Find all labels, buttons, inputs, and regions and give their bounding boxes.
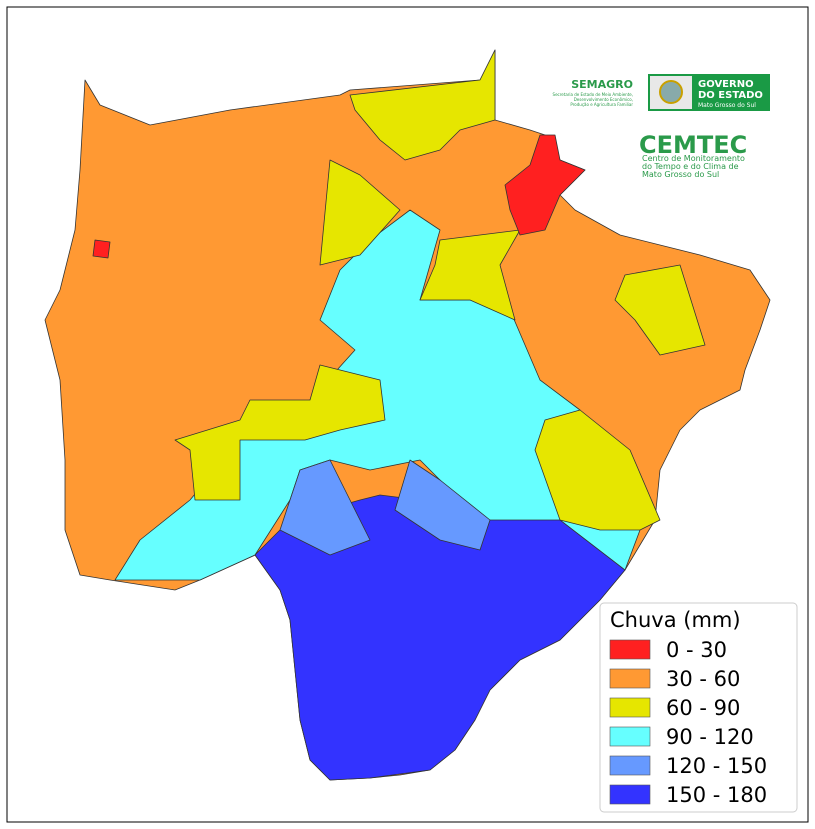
legend-swatch [609, 697, 651, 718]
region [319, 159, 401, 266]
logo-text: Mato Grosso do Sul [642, 170, 719, 179]
logo-text: DO ESTADO [698, 90, 763, 101]
legend: Chuva (mm) 0 - 30 30 - 60 60 - 90 90 - 120 1… [599, 602, 798, 813]
region [92, 239, 111, 259]
legend-swatch [609, 755, 651, 776]
legend-swatch [609, 784, 651, 805]
logo-name: CEMTEC [639, 131, 747, 159]
region [174, 364, 386, 501]
legend-label: 150 - 180 [666, 783, 767, 807]
region [349, 49, 496, 161]
legend-label: 120 - 150 [666, 754, 767, 778]
logo-name: SEMAGRO [571, 78, 633, 91]
legend-label: 0 - 30 [666, 638, 727, 662]
governo-logo: GOVERNO DO ESTADO Mato Grosso do Sul [648, 74, 770, 111]
emblem [659, 80, 683, 104]
logo-text: Desenvolvimento Econômico, [574, 97, 633, 102]
legend-title: Chuva (mm) [610, 608, 741, 632]
legend-label: 90 - 120 [666, 725, 754, 749]
legend-swatch [609, 668, 651, 689]
region [614, 264, 706, 356]
logo-text: Secretaria de Estado de Meio Ambiente, [553, 92, 633, 97]
region [504, 134, 586, 236]
legend-swatch [609, 639, 651, 660]
region [534, 409, 661, 531]
logo-text: do Tempo e do Clima de [642, 162, 739, 171]
legend-swatch [609, 726, 651, 747]
region [394, 459, 491, 551]
logo-text: Mato Grosso do Sul [698, 102, 756, 109]
logo-text: Produção e Agricultura Familiar [570, 102, 633, 107]
region [279, 459, 371, 556]
semagro-logo: SEMAGRO Secretaria de Estado de Meio Amb… [553, 78, 634, 107]
region [419, 229, 521, 321]
logo-text: GOVERNO [698, 79, 754, 90]
legend-label: 60 - 90 [666, 696, 740, 720]
logo-text: Centro de Monitoramento [642, 154, 745, 163]
state-map [44, 49, 771, 781]
cemtec-logo: CEMTEC Centro de Monitoramento do Tempo … [639, 131, 747, 179]
legend-label: 30 - 60 [666, 667, 740, 691]
